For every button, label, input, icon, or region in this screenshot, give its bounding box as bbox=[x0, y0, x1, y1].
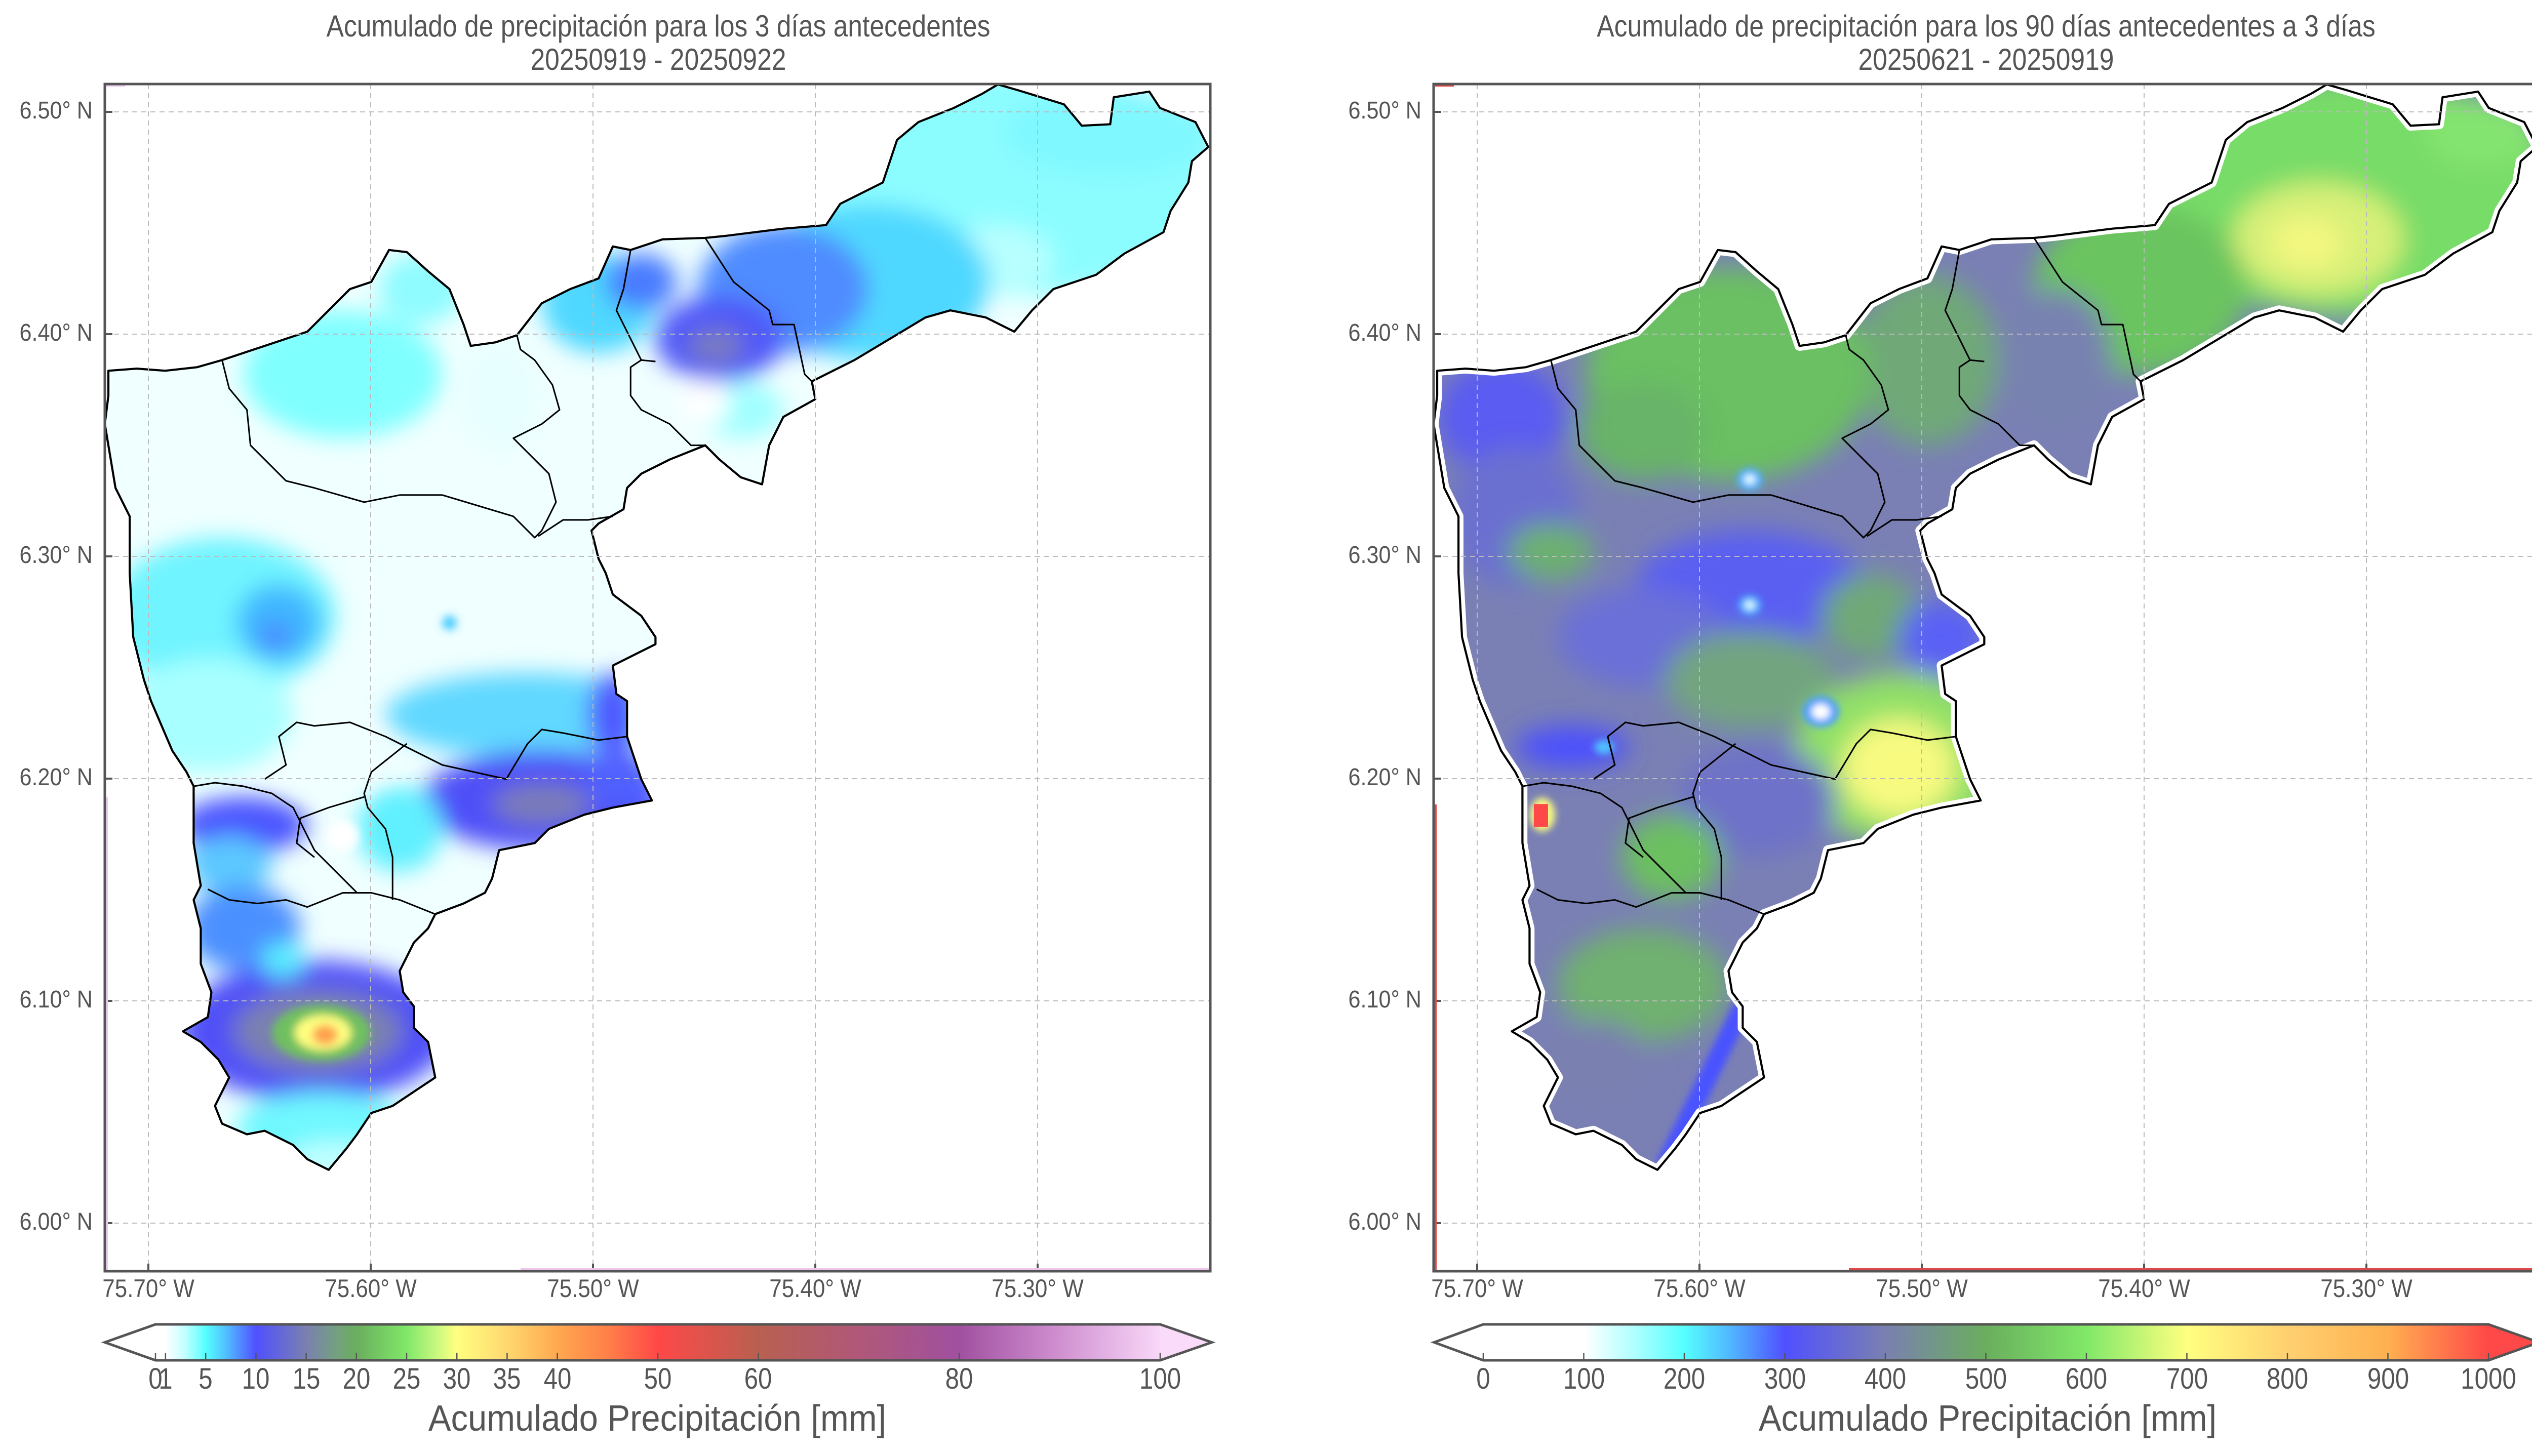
left-colorbar-tick-label: 0 bbox=[148, 1362, 163, 1395]
right-lat-tick-label: 6.10° N bbox=[1348, 986, 1421, 1013]
right-axes-frame bbox=[1432, 83, 2532, 1273]
left-colorbar-extend-max bbox=[1160, 1324, 1212, 1360]
right-lat-tick-label: 6.20° N bbox=[1348, 764, 1421, 791]
left-colorbar-label: Acumulado Precipitación [mm] bbox=[428, 1398, 887, 1439]
right-colorbar-tick-label: 200 bbox=[1663, 1362, 1706, 1395]
right-colorbar-tick-label: 700 bbox=[2166, 1362, 2208, 1395]
left-colorbar-tick-label: 30 bbox=[443, 1362, 471, 1395]
right-lat-tick-label: 6.50° N bbox=[1348, 97, 1421, 124]
left-lat-tick-label: 6.50° N bbox=[19, 97, 93, 124]
left-colorbar-tick-label: 5 bbox=[199, 1362, 213, 1395]
left-lon-tick-label: 75.50° W bbox=[547, 1274, 639, 1303]
right-axes bbox=[1432, 83, 2532, 1273]
left-lon-tick-label: 75.30° W bbox=[992, 1274, 1084, 1303]
right-colorbar-tick-label: 400 bbox=[1864, 1362, 1907, 1395]
right-colorbar-tick-label: 600 bbox=[2065, 1362, 2108, 1395]
left-subbasin-boundaries bbox=[193, 237, 813, 915]
left-colorbar-tick-label: 35 bbox=[493, 1362, 521, 1395]
left-lat-tick-label: 6.00° N bbox=[19, 1208, 93, 1235]
right-lon-tick-label: 75.70° W bbox=[1431, 1274, 1523, 1303]
left-colorbar-tick-label: 80 bbox=[945, 1362, 973, 1395]
right-subbasin-boundaries bbox=[1522, 237, 2142, 915]
left-colorbar-tick-label: 20 bbox=[342, 1362, 371, 1395]
right-colorbar-tick-label: 300 bbox=[1764, 1362, 1806, 1395]
left-precipitation-map bbox=[101, 76, 1215, 1291]
left-axes bbox=[103, 83, 1212, 1273]
right-colorbar-outline bbox=[1430, 1323, 2532, 1362]
left-lon-tick-label: 75.40° W bbox=[769, 1274, 861, 1303]
left-axes-frame bbox=[103, 83, 1212, 1273]
right-lat-tick-label: 6.40° N bbox=[1348, 319, 1421, 346]
right-lon-tick-label: 75.40° W bbox=[2098, 1274, 2190, 1303]
left-map-title: Acumulado de precipitación para los 3 dí… bbox=[326, 9, 991, 43]
right-map-title: Acumulado de precipitación para los 90 d… bbox=[1597, 9, 2376, 43]
left-colorbar-tick-label: 15 bbox=[292, 1362, 321, 1395]
right-colorbar-extend-max bbox=[2488, 1324, 2532, 1360]
right-lat-tick-label: 6.00° N bbox=[1348, 1208, 1421, 1235]
left-lon-tick-label: 75.60° W bbox=[325, 1274, 417, 1303]
right-colorbar-tick-label: 900 bbox=[2367, 1362, 2409, 1395]
left-colorbar-tick-label: 60 bbox=[744, 1362, 772, 1395]
left-colorbar-tick-label: 25 bbox=[392, 1362, 421, 1395]
left-colorbar bbox=[101, 1323, 1216, 1362]
right-colorbar-tick-label: 800 bbox=[2266, 1362, 2309, 1395]
right-colorbar-label: Acumulado Precipitación [mm] bbox=[1758, 1398, 2217, 1439]
left-colorbar-tick-label: 50 bbox=[644, 1362, 672, 1395]
left-colorbar-tick-label: 100 bbox=[1139, 1362, 1181, 1395]
left-lat-tick-label: 6.10° N bbox=[19, 986, 93, 1013]
right-map-date-range: 20250621 - 20250919 bbox=[1858, 43, 2114, 76]
left-lon-tick-label: 75.70° W bbox=[102, 1274, 194, 1303]
right-lat-tick-label: 6.30° N bbox=[1348, 542, 1421, 569]
right-colorbar-tick-label: 500 bbox=[1965, 1362, 2007, 1395]
right-colorbar-tick-label: 1000 bbox=[2461, 1362, 2516, 1395]
right-lon-tick-label: 75.60° W bbox=[1653, 1274, 1746, 1303]
left-map-date-range: 20250919 - 20250922 bbox=[530, 43, 786, 76]
left-colorbar-outline bbox=[101, 1323, 1216, 1362]
right-colorbar-tick-label: 100 bbox=[1563, 1362, 1605, 1395]
left-colorbar-tick-label: 1 bbox=[159, 1362, 173, 1395]
left-colorbar-tick-label: 10 bbox=[242, 1362, 270, 1395]
left-colorbar-extend-min bbox=[105, 1324, 155, 1360]
right-lon-tick-label: 75.50° W bbox=[1876, 1274, 1968, 1303]
left-colorbar-tick-label: 40 bbox=[543, 1362, 572, 1395]
right-precip-max-spot bbox=[1533, 804, 1548, 827]
right-colorbar-extend-min bbox=[1434, 1324, 1483, 1360]
left-lat-tick-label: 6.30° N bbox=[19, 542, 93, 569]
right-colorbar bbox=[1430, 1323, 2532, 1362]
right-precipitation-map bbox=[1430, 76, 2532, 1291]
right-colorbar-tick-label: 0 bbox=[1476, 1362, 1490, 1395]
left-lat-tick-label: 6.20° N bbox=[19, 764, 93, 791]
left-lat-tick-label: 6.40° N bbox=[19, 319, 93, 346]
right-lon-tick-label: 75.30° W bbox=[2320, 1274, 2412, 1303]
